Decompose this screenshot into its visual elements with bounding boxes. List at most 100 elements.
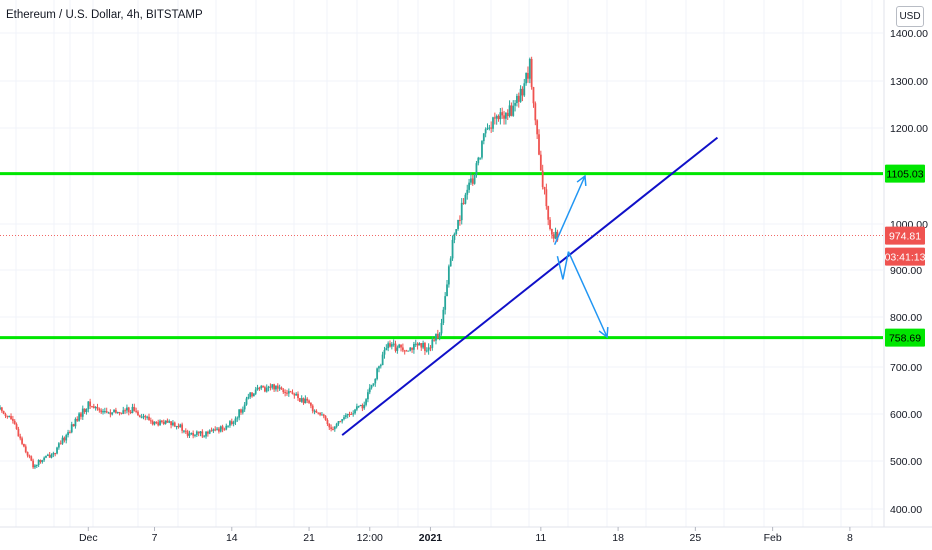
candle-body [30,456,33,461]
candle-body [8,416,11,418]
price-tick-label: 1400.00 [890,28,928,40]
candle-body [72,424,75,427]
candle-body [195,431,198,435]
candle-body [409,347,412,351]
support-price-tag: 758.69 [889,333,921,345]
candle-body [344,415,347,418]
candle-body [484,129,487,134]
candle-body [15,424,18,429]
candle-body [359,405,362,407]
candle-body [28,455,31,457]
candle-body [324,416,327,420]
candle-body [365,399,367,405]
candle-body [501,112,504,116]
candle-body [346,413,349,416]
candle-body [179,424,182,428]
projection-dip [556,251,570,280]
time-tick-label: 12:00 [357,532,383,544]
candle-body [530,58,533,88]
currency-button[interactable]: USD [896,6,924,27]
candle-body [523,83,526,96]
candle-body [140,417,143,419]
candle-body [59,443,62,445]
candle-body [368,387,371,393]
candle-body [135,410,138,412]
candle-body [315,410,318,413]
time-tick-label: 7 [152,532,158,544]
candle-body [252,393,255,397]
candle-body [422,342,425,348]
countdown-tag-bg [885,247,925,266]
candle-body [131,406,134,413]
candle-body [403,350,406,352]
price-tick-label: 800.00 [890,312,922,324]
candle-body [159,420,161,426]
candle-body [363,404,366,409]
candle-body [306,398,309,401]
time-axis[interactable]: Dec 7 14 21 12:00 2021 11 18 25 Feb 8 [79,527,853,544]
candle-body [113,409,115,413]
candle-body [497,115,500,120]
candle-body [455,229,458,234]
candle-body [160,420,163,422]
candle-body [444,296,447,310]
candle-body [457,220,459,230]
time-tick-label: Feb [764,532,782,544]
candle-body [517,95,520,102]
candle-body [490,127,493,129]
candle-body [394,343,397,351]
time-tick-label: 25 [690,532,702,544]
candle-body [504,112,507,119]
candle-body [473,174,476,184]
candle-body [464,194,467,204]
candle-body [350,413,353,415]
candle-body [458,220,461,222]
candle-body [17,428,20,437]
candle-body [313,410,316,412]
trend-drawings[interactable] [341,136,719,436]
candle-body [547,206,550,220]
candle-body [166,420,169,423]
candle-body [341,419,344,422]
candle-body [264,387,266,392]
candle-body [287,391,290,394]
candle-body [401,347,404,351]
candle-body [114,409,117,413]
candle-body [208,430,211,434]
candle-body [52,453,55,455]
candle-body [201,431,204,437]
candlestick-series [0,56,559,470]
candle-body [162,421,165,424]
candle-body [447,266,450,285]
candle-body [65,435,68,441]
chart-grid [0,0,883,527]
candle-body [280,387,283,390]
candle-body [414,343,417,345]
candle-body [168,421,171,423]
candle-body [102,411,104,413]
price-axis[interactable]: 1400.001300.001200.001000.00900.00800.00… [890,28,928,516]
candle-body [400,344,402,348]
candle-body [431,339,434,348]
candle-body [322,414,325,417]
candle-body [317,412,320,414]
candle-body [37,460,40,466]
horizontal-levels[interactable] [0,172,883,340]
candle-body [435,333,437,341]
candle-body [111,412,114,415]
candle-body [319,412,321,415]
candle-body [218,428,220,432]
time-tick-label: 11 [535,532,546,544]
candle-body [94,407,97,409]
candle-body [10,416,12,419]
candle-body [46,454,49,456]
candle-body [387,343,390,349]
candle-body [521,88,524,96]
candle-body [157,422,160,426]
candle-body [216,428,218,430]
candle-body [440,322,443,334]
candle-body [184,430,187,432]
candle-body [260,386,263,389]
candle-body [337,421,340,424]
